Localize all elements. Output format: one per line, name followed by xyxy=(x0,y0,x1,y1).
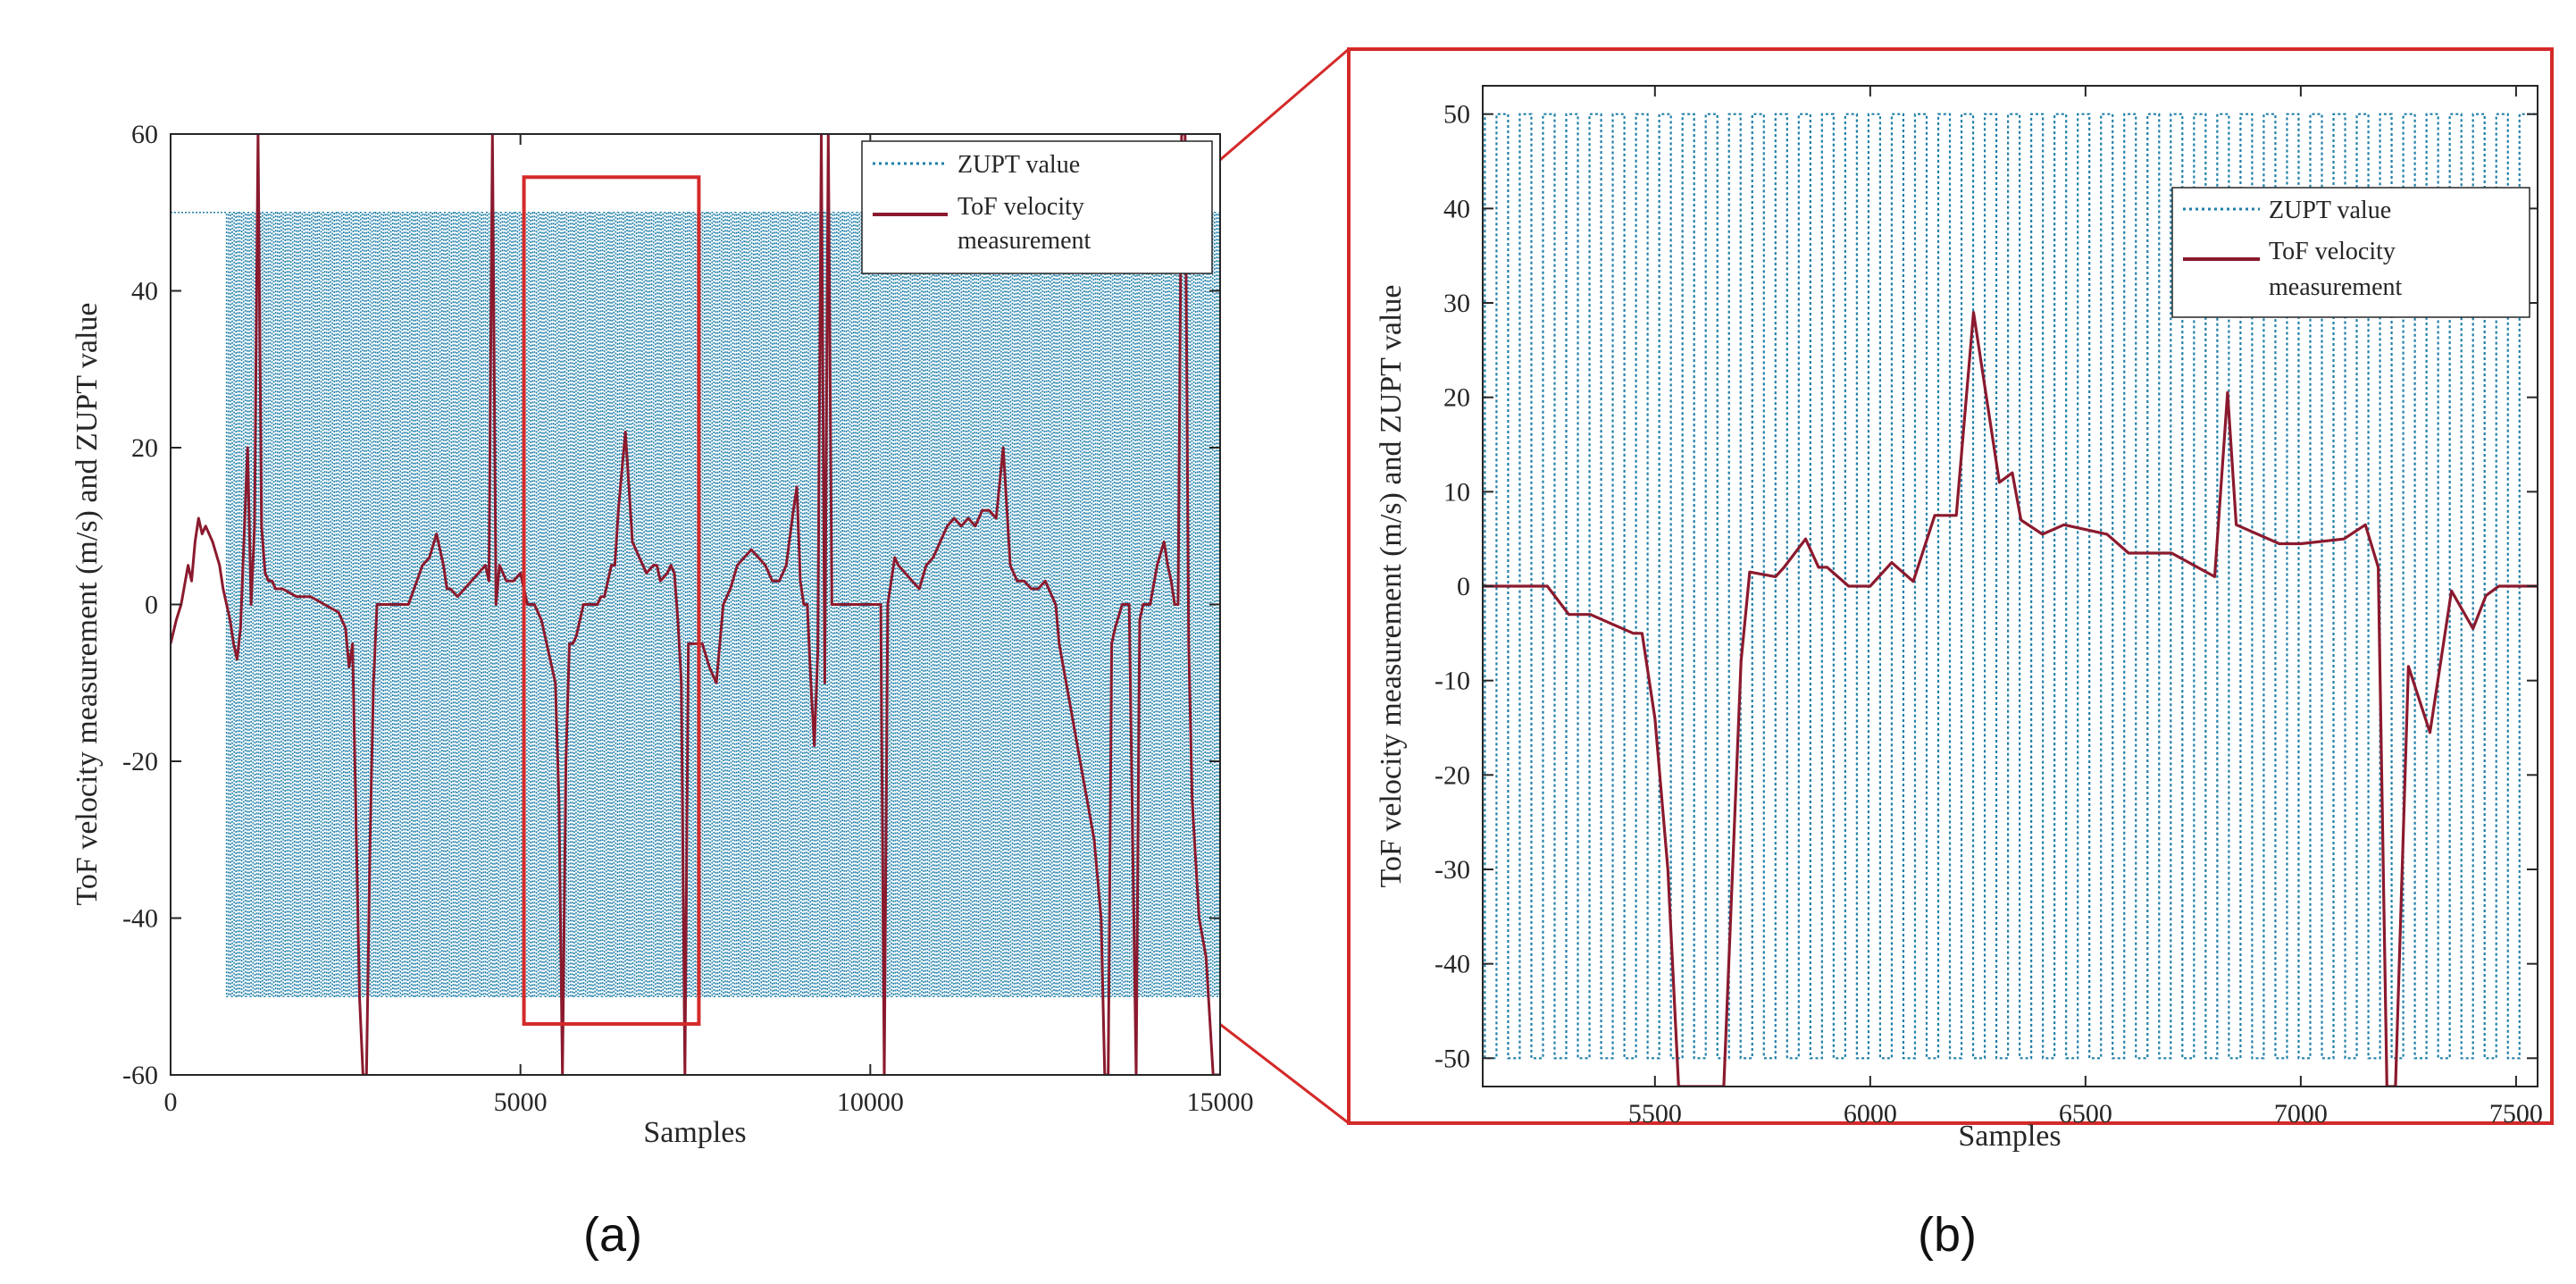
panel-a-ytick-label: -40 xyxy=(122,904,158,934)
panel-b: 5500 6000 6500 7000 7500 -50 -40 -30 -20 -10 0 10 20… xyxy=(1375,85,2543,1153)
panel-a-ytick-label: -60 xyxy=(122,1061,158,1090)
panel-b-tick-labels: 5500 6000 6500 7000 7500 -50 -40 -30 -20 -10 0 10 20… xyxy=(1434,100,2543,1129)
panel-b-legend-tof-label-line1: ToF velocity xyxy=(2269,238,2396,265)
panel-b-ytick-label: 30 xyxy=(1443,289,1470,318)
panel-b-ticks xyxy=(1483,86,2538,1087)
panel-a-zupt-line xyxy=(171,211,1220,998)
panel-b-xtick-label: 6000 xyxy=(1844,1099,1897,1129)
panel-b-xtick-label: 5500 xyxy=(1628,1099,1682,1129)
panel-b-legend-zupt-label: ZUPT value xyxy=(2269,197,2391,224)
panel-b-legend-box xyxy=(2171,187,2530,318)
panel-a-legend-zupt-label: ZUPT value xyxy=(958,151,1080,179)
panel-a-xlabel: Samples xyxy=(643,1116,746,1149)
panel-a-xtick-label: 5000 xyxy=(494,1087,548,1117)
panel-a-tof-line xyxy=(171,134,1220,1075)
panel-b-ytick-label: -30 xyxy=(1434,855,1470,885)
panel-b-ytick-label: -10 xyxy=(1434,667,1470,696)
panel-b-xlabel: Samples xyxy=(1958,1120,2061,1153)
panel-b-ytick-label: 20 xyxy=(1443,383,1470,413)
panel-a-ytick-label: 60 xyxy=(131,120,158,149)
panel-a-ytick-label: 20 xyxy=(131,433,158,463)
panel-b-xtick-label: 6500 xyxy=(2059,1099,2112,1129)
panel-a-xtick-label: 15000 xyxy=(1187,1087,1254,1117)
panel-label-b: (b) xyxy=(1918,1208,1977,1262)
panel-a-ticks xyxy=(170,133,1221,1076)
panel-b-legend: ZUPT value ToF velocity measurement xyxy=(2171,187,2530,318)
panel-a-tick-labels: 0 5000 10000 15000 -60 -40 -20 0 20 40 60 xyxy=(122,120,1254,1117)
panel-a-tof-series xyxy=(171,134,1220,1075)
panel-b-zupt-series xyxy=(1483,113,2538,1060)
panel-a-xtick-label: 0 xyxy=(164,1087,178,1117)
panel-b-legend-tof-label-line2: measurement xyxy=(2269,273,2402,301)
panel-b-xtick-label: 7000 xyxy=(2274,1099,2328,1129)
panel-a-legend: ZUPT value ToF velocity measurement xyxy=(861,140,1213,274)
panel-b-ytick-label: -40 xyxy=(1434,950,1470,979)
panel-a-legend-tof-label-line2: measurement xyxy=(958,227,1091,255)
panel-a-ytick-label: 40 xyxy=(131,277,158,306)
panel-a-legend-box xyxy=(861,140,1213,274)
panel-b-zupt-line xyxy=(1483,113,2538,1060)
panel-b-ylabel: ToF velocity measurement (m/s) and ZUPT … xyxy=(1375,285,1408,888)
panel-a-ylabel: ToF velocity measurement (m/s) and ZUPT … xyxy=(71,303,104,906)
panel-b-ytick-label: 50 xyxy=(1443,100,1470,130)
panel-a-xtick-label: 10000 xyxy=(837,1087,904,1117)
panel-b-tof-series xyxy=(1483,311,2538,1087)
panel-a-ytick-label: 0 xyxy=(145,591,158,620)
panel-b-ytick-label: 40 xyxy=(1443,194,1470,223)
panel-b-ytick-label: -20 xyxy=(1434,760,1470,790)
panel-a-ytick-label: -20 xyxy=(122,747,158,776)
panel-b-ytick-label: -50 xyxy=(1434,1044,1470,1073)
panel-a-zupt-series xyxy=(171,211,1220,998)
panel-b-tof-line xyxy=(1483,311,2538,1087)
panel-b-ytick-label: 0 xyxy=(1457,572,1470,601)
panel-a-zoom-box xyxy=(522,175,701,1026)
panel-b-ytick-label: 10 xyxy=(1443,477,1470,507)
panel-label-a: (a) xyxy=(583,1208,642,1262)
panel-a-legend-tof-label-line1: ToF velocity xyxy=(958,193,1084,221)
panel-b-xtick-label: 7500 xyxy=(2489,1099,2543,1129)
